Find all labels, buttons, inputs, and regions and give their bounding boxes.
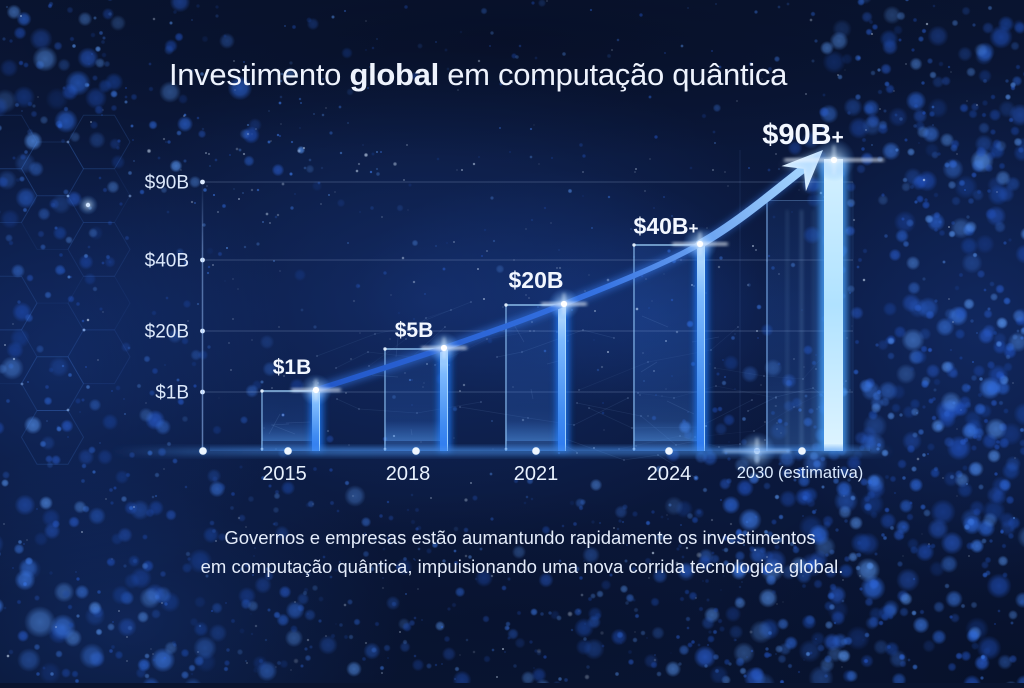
svg-text:$1B: $1B [155, 383, 189, 404]
svg-text:2021: 2021 [514, 463, 559, 485]
svg-text:$5B: $5B [395, 319, 434, 342]
svg-text:$90B: $90B [145, 173, 189, 194]
svg-text:Investimento global em computa: Investimento global em computação quânti… [169, 57, 788, 92]
svg-text:2030 (estimativa): 2030 (estimativa) [737, 464, 864, 482]
svg-text:$20B: $20B [145, 322, 189, 343]
svg-text:$1B: $1B [273, 356, 312, 379]
svg-text:$20B: $20B [509, 267, 564, 293]
svg-text:2024: 2024 [647, 463, 692, 485]
svg-text:2015: 2015 [262, 463, 307, 485]
svg-text:$40B: $40B [145, 251, 189, 272]
svg-text:em computação quântica, impuis: em computação quântica, impuisionando um… [201, 556, 844, 577]
svg-text:2018: 2018 [386, 463, 431, 485]
svg-text:Governos e empresas estão auma: Governos e empresas estão aumantundo rap… [224, 527, 815, 548]
